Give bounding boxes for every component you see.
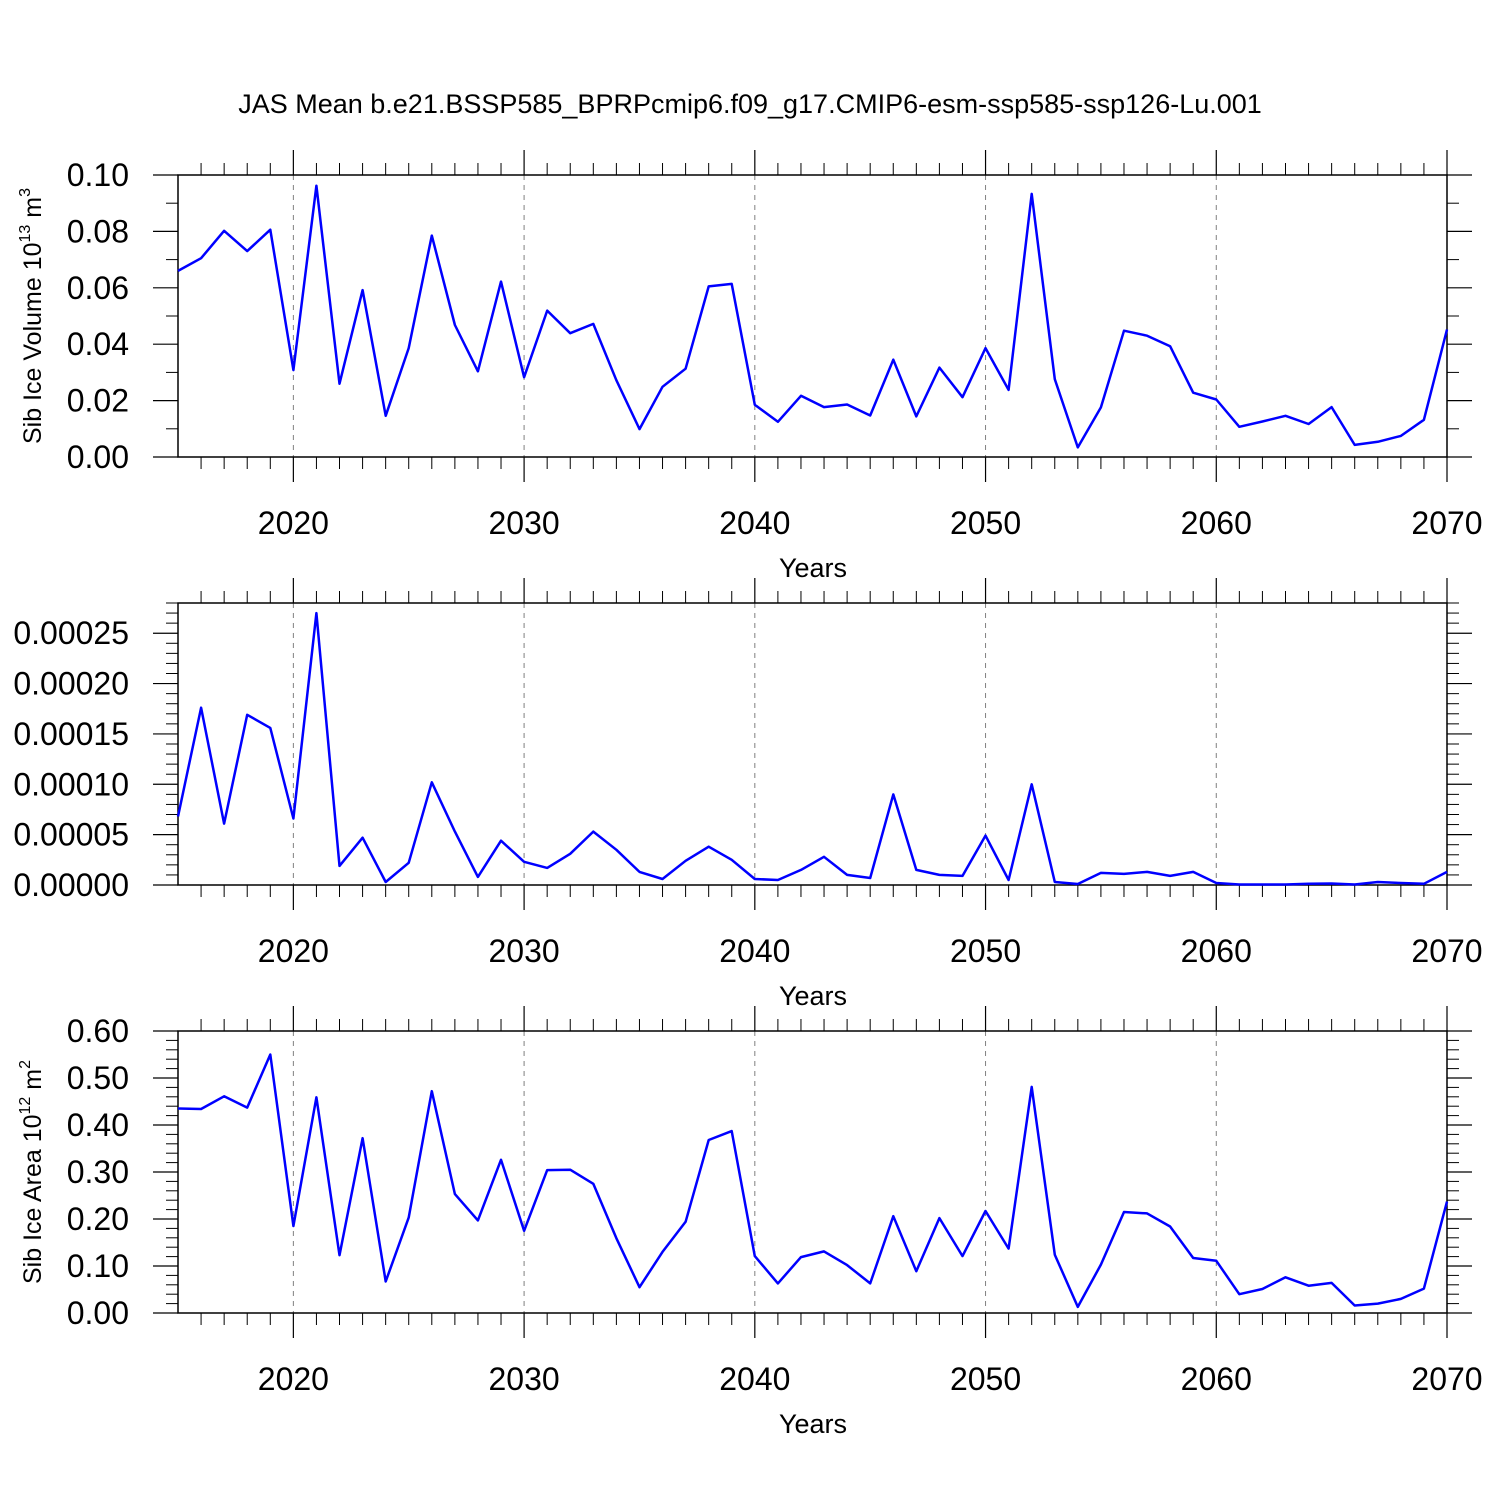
x-tick-label: 2070 [1411, 933, 1482, 969]
panel-thickness-x-axis-label: Years [779, 981, 847, 1011]
panel-area-y-axis-label: Sib Ice Area 1012 m2 [17, 1060, 47, 1284]
panel-volume-y-tick-labels: 0.00 0.02 0.04 0.06 0.08 0.10 [67, 157, 129, 475]
panel-thickness-series-line [176, 611, 1448, 886]
figure-title: JAS Mean b.e21.BSSP585_BPRPcmip6.f09_g17… [238, 89, 1262, 119]
x-tick-label: 2070 [1411, 505, 1482, 541]
panel-thickness-gridlines [292, 603, 1448, 885]
panel-area: 0.00 0.10 0.20 0.30 0.40 0.50 0.60 2020 2030 204… [17, 1006, 1483, 1439]
y-tick-label: 0.00 [67, 439, 129, 475]
panel-thickness-frame [177, 602, 1448, 886]
y-tick-label: 0.00000 [13, 867, 129, 903]
x-tick-label: 2020 [258, 505, 329, 541]
y-tick-label: 0.30 [67, 1154, 129, 1190]
panel-area-gridlines [292, 1031, 1448, 1313]
panel-volume-x-tick-labels: 2020 2030 2040 2050 2060 2070 [258, 505, 1483, 541]
y-tick-label: 0.02 [67, 383, 129, 419]
panel-thickness: 0.00000 0.00005 0.00010 0.00015 0.00020 0.000… [13, 578, 1483, 1011]
x-tick-label: 2050 [950, 505, 1021, 541]
panel-area-frame [177, 1030, 1448, 1314]
y-tick-label: 0.00015 [13, 716, 129, 752]
panel-area-minor-ticks [166, 1019, 1459, 1325]
x-tick-label: 2060 [1181, 505, 1252, 541]
x-tick-label: 2070 [1411, 1361, 1482, 1397]
x-tick-label: 2030 [488, 933, 559, 969]
panel-volume: 0.00 0.02 0.04 0.06 0.08 0.10 2020 2030 2040 205… [17, 150, 1483, 583]
y-tick-label: 0.10 [67, 157, 129, 193]
panel-volume-minor-ticks [166, 163, 1459, 469]
panel-thickness-x-tick-labels: 2020 2030 2040 2050 2060 2070 [258, 933, 1483, 969]
x-tick-label: 2050 [950, 933, 1021, 969]
y-tick-label: 0.08 [67, 213, 129, 249]
y-tick-label: 0.06 [67, 270, 129, 306]
panel-volume-y-axis-label: Sib Ice Volume 1013 m3 [17, 188, 47, 444]
x-tick-label: 2040 [719, 933, 790, 969]
y-tick-label: 0.00 [67, 1295, 129, 1331]
panel-area-series-line [177, 1053, 1449, 1309]
panel-volume-x-axis-label: Years [779, 553, 847, 583]
x-tick-label: 2030 [488, 1361, 559, 1397]
y-tick-label: 0.50 [67, 1060, 129, 1096]
y-tick-label: 0.10 [67, 1248, 129, 1284]
x-tick-label: 2020 [258, 1361, 329, 1397]
x-tick-label: 2020 [258, 933, 329, 969]
x-tick-label: 2060 [1181, 1361, 1252, 1397]
panel-volume-series-line [177, 184, 1449, 449]
y-tick-label: 0.04 [67, 326, 129, 362]
y-tick-label: 0.20 [67, 1201, 129, 1237]
y-tick-label: 0.00020 [13, 666, 129, 702]
panel-thickness-major-ticks [153, 578, 1472, 910]
panel-area-x-axis-label: Years [779, 1409, 847, 1439]
y-tick-label: 0.40 [67, 1107, 129, 1143]
x-tick-label: 2060 [1181, 933, 1252, 969]
panel-volume-major-ticks [153, 150, 1472, 482]
panel-area-y-tick-labels: 0.00 0.10 0.20 0.30 0.40 0.50 0.60 [67, 1013, 129, 1331]
panel-thickness-y-tick-labels: 0.00000 0.00005 0.00010 0.00015 0.00020 0.000… [13, 615, 129, 903]
x-tick-label: 2040 [719, 505, 790, 541]
y-tick-label: 0.00005 [13, 817, 129, 853]
x-tick-label: 2050 [950, 1361, 1021, 1397]
y-tick-label: 0.60 [67, 1013, 129, 1049]
x-tick-label: 2030 [488, 505, 559, 541]
y-tick-label: 0.00010 [13, 766, 129, 802]
panel-area-x-tick-labels: 2020 2030 2040 2050 2060 2070 [258, 1361, 1483, 1397]
y-tick-label: 0.00025 [13, 615, 129, 651]
x-tick-label: 2040 [719, 1361, 790, 1397]
panel-area-major-ticks [153, 1006, 1472, 1338]
panel-thickness-minor-ticks [166, 591, 1459, 897]
panel-volume-frame [177, 174, 1448, 458]
